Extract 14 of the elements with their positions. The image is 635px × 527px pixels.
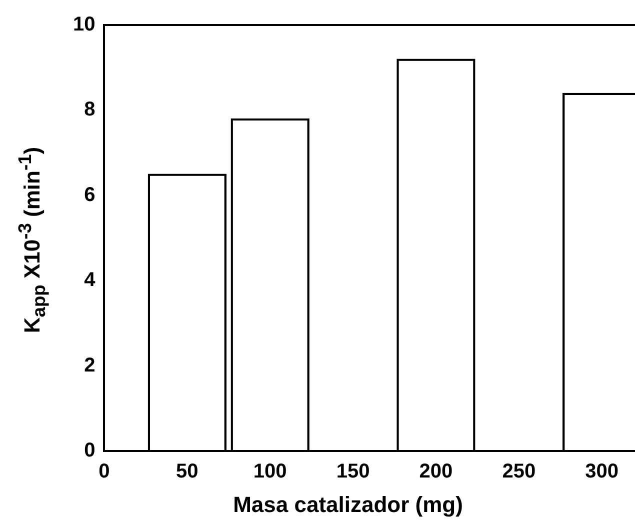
y-tick-label: 0: [84, 440, 96, 462]
y-tick-label: 2: [84, 354, 96, 376]
x-tick-label: 150: [336, 460, 370, 483]
x-axis-title: Masa catalizador (mg): [232, 492, 464, 518]
y-tick-label: 4: [84, 269, 96, 292]
y-tick-label: 6: [84, 184, 96, 206]
x-tick-label: 50: [176, 460, 198, 483]
x-tick-label: 200: [419, 460, 453, 483]
y-tick-label: 10: [72, 14, 96, 36]
x-tick-label: 250: [502, 460, 536, 483]
x-tick-label: 300: [585, 460, 619, 483]
y-tick-label: 8: [84, 98, 96, 121]
x-tick-label: 100: [253, 460, 287, 483]
x-tick-label: 0: [98, 460, 110, 483]
